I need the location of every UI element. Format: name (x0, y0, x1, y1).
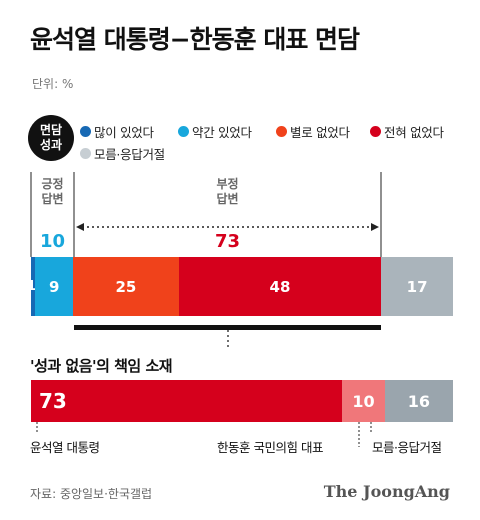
bar-segment: 10 (342, 380, 385, 422)
legend-badge-line-1: 면담 (39, 123, 63, 137)
bar-value-label: 10 (352, 391, 375, 411)
bar-segment: 48 (178, 257, 382, 316)
bar-value-label: 25 (115, 277, 137, 296)
legend-label: 전혀 없었다 (384, 125, 444, 140)
bar-value-label: 1 (27, 279, 37, 294)
negative-total: 73 (214, 231, 241, 252)
bar-segment: 25 (73, 257, 179, 316)
bar-value-label: 16 (407, 391, 431, 411)
legend-item-little: 별로 없었다 (276, 122, 350, 141)
legend-badge: 면담 성과 (28, 115, 74, 161)
annotation-yoon: 윤석열 대통령 (30, 440, 100, 455)
annotation-han: 한동훈 국민의힘 대표 (217, 440, 323, 455)
page-title: 윤석열 대통령−한동훈 대표 면담 (30, 25, 360, 54)
bar-segment: 9 (35, 257, 74, 316)
positive-group-label: 긍정 답변 (41, 177, 64, 206)
legend-item-much: 많이 있었다 (80, 122, 154, 141)
negative-group-label: 부정 답변 (216, 177, 239, 206)
brand-logo: The JoongAng (323, 482, 450, 501)
arrow-left-icon (76, 223, 84, 231)
annotation-leaders (36, 422, 372, 447)
bar-value-label: 9 (48, 277, 60, 296)
legend-badge-line-2: 성과 (39, 138, 63, 152)
legend-dot-icon (178, 126, 189, 137)
bar-segment: 16 (384, 380, 453, 422)
legend-label: 모름·응답거절 (94, 147, 165, 162)
connector-line (227, 330, 229, 350)
negative-underline (74, 325, 381, 330)
responsibility-title: '성과 없음'의 책임 소재 (30, 357, 173, 375)
positive-total: 10 (39, 231, 66, 252)
legend-item-some: 약간 있었다 (178, 122, 252, 141)
legend-label: 많이 있었다 (94, 125, 154, 140)
legend-dot-icon (370, 126, 381, 137)
bar-value-label: 17 (406, 277, 428, 296)
bar-segment: 1 (27, 257, 36, 316)
unit-label: 단위: % (32, 77, 74, 91)
legend-dot-icon (276, 126, 287, 137)
bar-segment: 73 (31, 380, 343, 422)
bar-value-label: 48 (269, 277, 291, 296)
legend-item-dontknow: 모름·응답거절 (80, 144, 165, 163)
bar-value-label: 73 (39, 389, 67, 413)
legend-dot-icon (80, 148, 91, 159)
bar-segment: 17 (381, 257, 453, 316)
legend-label: 별로 없었다 (290, 125, 350, 140)
bracket-overlay (30, 172, 382, 350)
annotation-dontknow: 모름·응답거절 (372, 440, 442, 455)
arrow-right-icon (371, 223, 379, 231)
legend-dot-icon (80, 126, 91, 137)
source-note: 자료: 중앙일보·한국갤럽 (30, 487, 153, 501)
legend-label: 약간 있었다 (192, 125, 252, 140)
legend-item-none: 전혀 없었다 (370, 122, 444, 141)
